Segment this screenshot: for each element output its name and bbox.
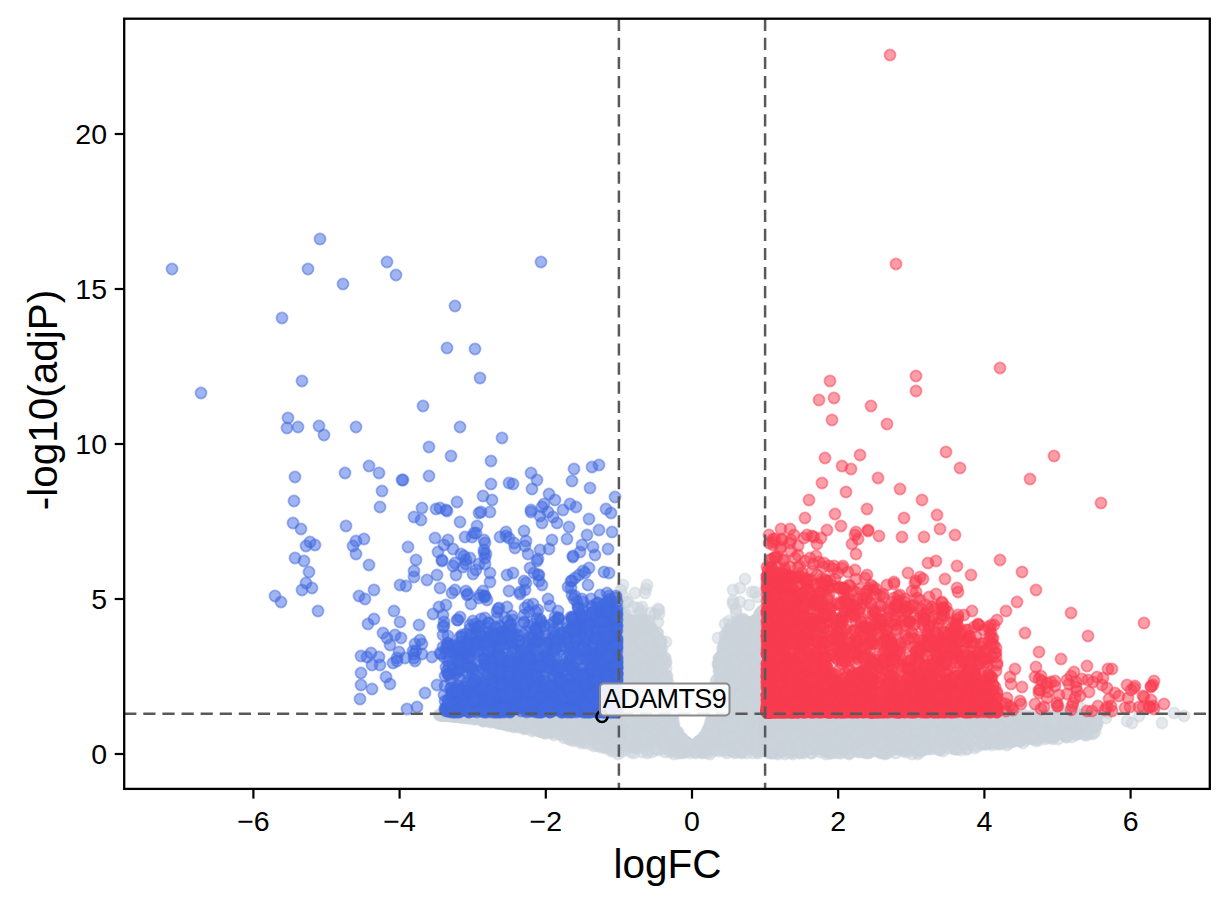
svg-text:6: 6 (1123, 805, 1139, 837)
svg-text:−6: −6 (237, 805, 270, 837)
svg-text:5: 5 (91, 583, 107, 615)
svg-text:logFC: logFC (613, 841, 721, 887)
svg-text:−4: −4 (383, 805, 416, 837)
svg-text:−2: −2 (530, 805, 563, 837)
svg-text:2: 2 (830, 805, 846, 837)
svg-text:15: 15 (75, 273, 107, 305)
svg-text:-log10(adjP): -log10(adjP) (20, 290, 66, 511)
svg-text:ADAMTS9: ADAMTS9 (603, 684, 726, 714)
svg-text:10: 10 (75, 428, 107, 460)
svg-text:4: 4 (976, 805, 992, 837)
svg-text:0: 0 (91, 738, 107, 770)
svg-text:20: 20 (75, 118, 107, 150)
svg-text:0: 0 (684, 805, 700, 837)
